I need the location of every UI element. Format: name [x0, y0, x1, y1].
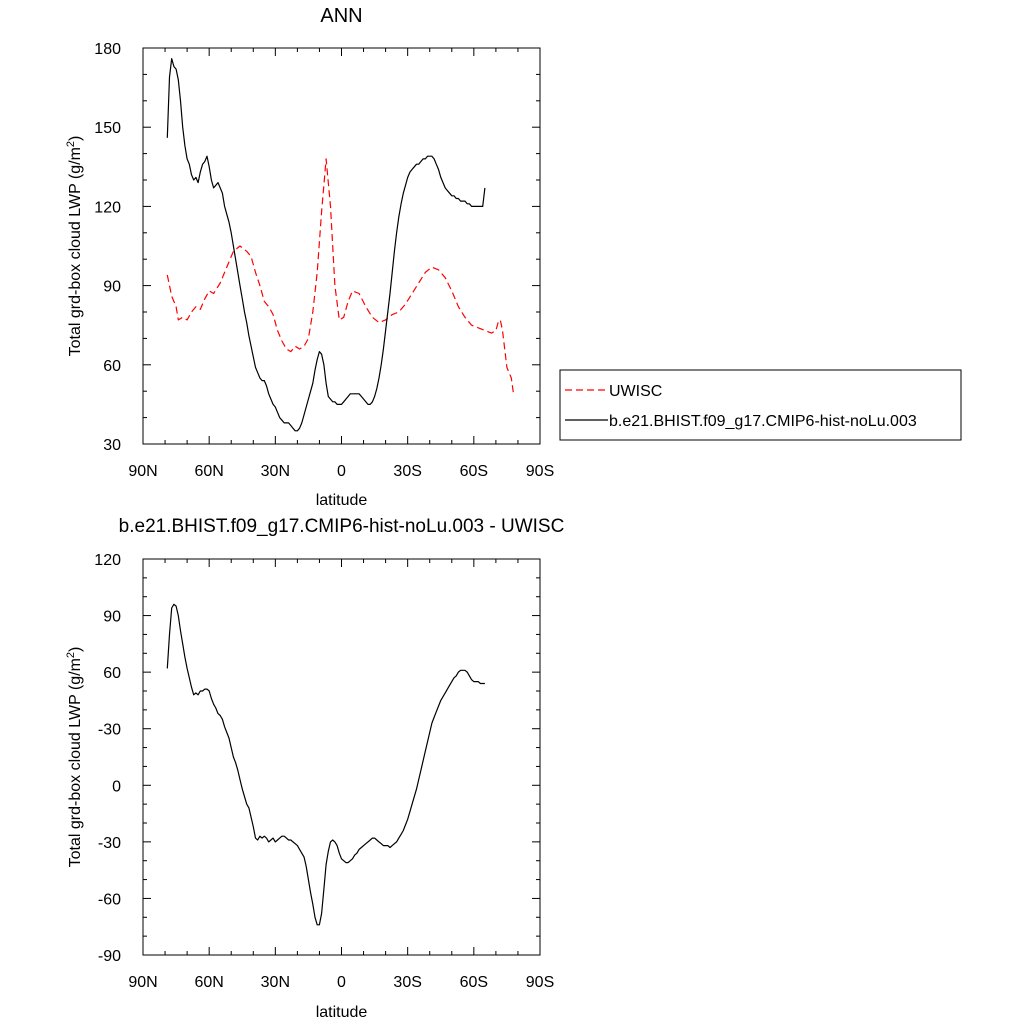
y-tick-label: -30: [98, 835, 121, 852]
chart-1: ANN 90N 60N 30N 0 30S 60S 90S 30 60 90 120 150 180 lat…: [65, 5, 962, 509]
x-tick-label: 90N: [128, 463, 157, 480]
x-tick-label: 30N: [261, 974, 290, 991]
y-tick-label: 180: [94, 41, 121, 58]
chart-2: b.e21.BHIST.f09_g17.CMIP6-hist-noLu.003 …: [65, 516, 564, 1021]
legend-box: [559, 369, 962, 441]
x-axis-label: latitude: [316, 1004, 368, 1021]
y-tick-label: -90: [98, 948, 121, 965]
legend: UWISC b.e21.BHIST.f09_g17.CMIP6-hist-noLu…: [559, 369, 962, 441]
legend-label: UWISC: [609, 383, 662, 400]
x-tick-label: 30S: [393, 463, 421, 480]
x-tick-label: 60N: [194, 463, 223, 480]
legend-label: b.e21.BHIST.f09_g17.CMIP6-hist-noLu.003: [609, 413, 917, 430]
y-tick-label: 30: [103, 437, 121, 454]
y-axis-label: Total grd-box cloud LWP (g/m2): [65, 647, 84, 868]
y-tick-label: 120: [94, 199, 121, 216]
y-tick-label: 60: [103, 665, 121, 682]
x-tick-label: 90N: [128, 974, 157, 991]
y-tick-label: -60: [98, 891, 121, 908]
x-axis-label: latitude: [316, 492, 368, 509]
plot-frame: [142, 47, 541, 445]
x-tick-label: 60N: [194, 974, 223, 991]
x-tick-label: 0: [337, 974, 346, 991]
y-tick-label: 120: [94, 552, 121, 569]
plot-frame: [142, 558, 541, 956]
series-line-difference: [166, 603, 485, 926]
chart-title: ANN: [320, 5, 362, 27]
x-tick-label: 60S: [460, 463, 488, 480]
series-line-uwisc: [166, 158, 515, 394]
x-tick-label: 30N: [261, 463, 290, 480]
chart-title: b.e21.BHIST.f09_g17.CMIP6-hist-noLu.003 …: [119, 516, 565, 537]
series-line-b-e21-bhist-f09-g17-cmip6-hist-nolu-003: [166, 58, 486, 432]
x-tick-label: 0: [337, 463, 346, 480]
y-axis-label: Total grd-box cloud LWP (g/m2): [65, 136, 84, 357]
y-tick-label: 150: [94, 120, 121, 137]
y-tick-label: -30: [98, 722, 121, 739]
x-tick-label: 90S: [526, 463, 554, 480]
x-tick-label: 90S: [526, 974, 554, 991]
y-tick-label: 0: [112, 778, 121, 795]
y-tick-label: 90: [103, 609, 121, 626]
x-tick-label: 60S: [460, 974, 488, 991]
y-tick-label: 60: [103, 358, 121, 375]
x-tick-label: 30S: [393, 974, 421, 991]
y-tick-label: 90: [103, 279, 121, 296]
